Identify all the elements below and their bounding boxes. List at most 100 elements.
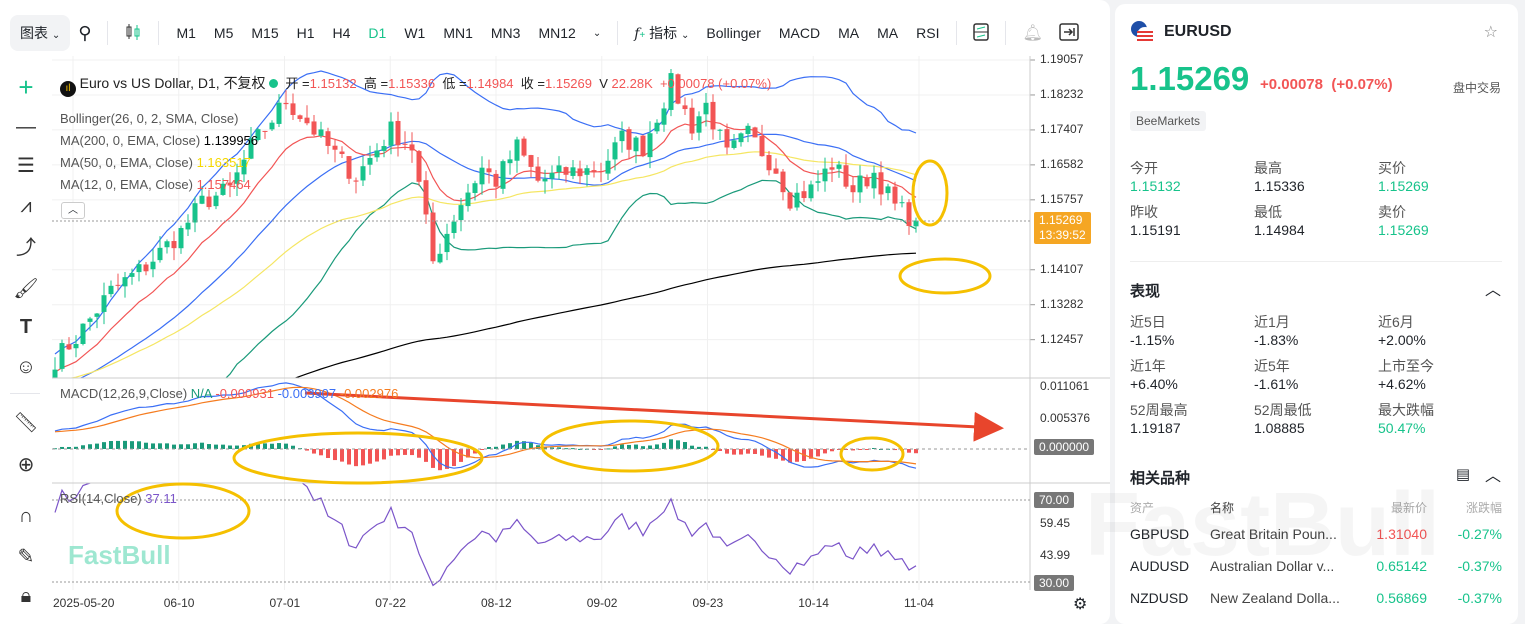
annotation-arrow[interactable] bbox=[304, 391, 1004, 442]
candle-body bbox=[500, 161, 506, 189]
macd-legend[interactable]: MACD(12,26,9,Close) N/A -0.000931 -0.003… bbox=[60, 386, 398, 401]
pattern-tool[interactable]: ⩘ bbox=[12, 192, 40, 220]
magnet-tool[interactable]: ∩ bbox=[12, 502, 40, 530]
line-tool[interactable]: — bbox=[12, 113, 40, 141]
lock-tool[interactable]: 🔒︎ bbox=[12, 582, 40, 610]
timeframe-m15[interactable]: M15 bbox=[251, 25, 279, 41]
candle-body bbox=[906, 202, 912, 226]
related-row[interactable]: NZDUSD New Zealand Dolla... 0.56869 -0.37% bbox=[1130, 582, 1502, 614]
chart-settings-button[interactable]: ⚙ bbox=[1073, 594, 1087, 614]
volume-label: V bbox=[599, 76, 608, 91]
macd-histogram-bar bbox=[396, 449, 400, 456]
annotation-ellipse[interactable] bbox=[898, 257, 992, 295]
layout-button[interactable] bbox=[965, 22, 997, 44]
timeframe-mn12[interactable]: MN12 bbox=[538, 25, 576, 41]
rsi-legend[interactable]: RSI(14,Close) 37.11 bbox=[60, 491, 177, 506]
stat-value: 1.15269 bbox=[1378, 222, 1429, 238]
chart-type-menu[interactable]: 图表 ⌄ bbox=[10, 15, 71, 51]
alert-button[interactable]: 🔔︎ bbox=[1014, 23, 1050, 43]
macd-histogram-bar bbox=[172, 444, 176, 449]
candle-body bbox=[220, 183, 226, 195]
macd-histogram-bar bbox=[88, 444, 92, 449]
candle-body bbox=[451, 221, 457, 234]
related-column-header: 资产 bbox=[1130, 500, 1155, 515]
related-column-header: 最新价 bbox=[1390, 500, 1427, 515]
ma12-value: 1.157464 bbox=[196, 177, 251, 192]
macd-histogram-bar bbox=[781, 449, 785, 461]
timeframe-h4[interactable]: H4 bbox=[332, 25, 351, 41]
forecast-tool[interactable]: ⤴ bbox=[12, 231, 40, 259]
horizontal-line-icon: — bbox=[16, 115, 36, 138]
timeframe-m1[interactable]: M1 bbox=[176, 25, 196, 41]
ma50-legend[interactable]: MA(50, 0, EMA, Close) 1.163517 bbox=[60, 155, 251, 170]
collapse-performance-button[interactable]: ︿ bbox=[1485, 276, 1501, 300]
timeframe-m5[interactable]: M5 bbox=[213, 25, 234, 41]
rsi-30-badge: 30.00 bbox=[1034, 575, 1075, 591]
indicator-bollinger[interactable]: Bollinger bbox=[706, 25, 761, 41]
candle-body bbox=[276, 102, 282, 124]
drawing-annotations[interactable] bbox=[115, 159, 992, 540]
annotation-ellipse[interactable] bbox=[839, 436, 905, 472]
price-chart[interactable] bbox=[0, 0, 1110, 624]
ma200-legend[interactable]: MA(200, 0, EMA, Close) 1.139956 bbox=[60, 133, 258, 148]
indicator-rsi[interactable]: RSI bbox=[916, 25, 940, 41]
macd-histogram-bar bbox=[67, 446, 71, 449]
macd-histogram-bar bbox=[130, 441, 134, 449]
indicator-macd[interactable]: MACD bbox=[778, 25, 821, 41]
bollinger-legend[interactable]: Bollinger(26, 0, 2, SMA, Close) bbox=[60, 111, 238, 126]
emoji-tool[interactable]: ☺ bbox=[12, 353, 40, 381]
candle-style-button[interactable] bbox=[116, 22, 150, 45]
indicator-ma[interactable]: MA bbox=[877, 25, 899, 41]
performance-value: 1.08885 bbox=[1254, 420, 1305, 436]
related-list-button[interactable]: ▤ bbox=[1456, 465, 1470, 483]
price-change: +0.00078 bbox=[1260, 76, 1323, 93]
candle-body bbox=[619, 130, 625, 142]
favorite-button[interactable]: ☆ bbox=[1484, 22, 1498, 42]
timeframe-mn1[interactable]: MN1 bbox=[443, 25, 473, 41]
gear-icon: ⚙ bbox=[1073, 596, 1088, 613]
candle-body bbox=[402, 143, 408, 145]
low-value: 1.14984 bbox=[466, 76, 514, 91]
annotation-ellipse[interactable] bbox=[540, 419, 720, 473]
lock-icon: 🔒︎ bbox=[20, 584, 32, 607]
annotation-ellipse[interactable] bbox=[232, 431, 484, 485]
timeframe-h1[interactable]: H1 bbox=[296, 25, 315, 41]
candle-body bbox=[808, 184, 814, 199]
text-tool[interactable]: T bbox=[12, 313, 40, 341]
brush-tool[interactable]: 🖌︎ bbox=[12, 274, 40, 302]
fib-tool[interactable]: ☰ bbox=[12, 151, 40, 179]
broker-tag[interactable]: BeeMarkets bbox=[1130, 111, 1207, 131]
annotation-ellipse[interactable] bbox=[115, 482, 251, 540]
timeframe-w1[interactable]: W1 bbox=[404, 25, 426, 41]
ma12-legend[interactable]: MA(12, 0, EMA, Close) 1.157464 bbox=[60, 177, 251, 192]
collapse-related-button[interactable]: ︿ bbox=[1485, 462, 1501, 486]
related-row[interactable]: AUDUSD Australian Dollar v... 0.65142 -0.37… bbox=[1130, 550, 1502, 582]
candle-body bbox=[269, 122, 275, 130]
crosshair-tool[interactable]: + bbox=[12, 71, 40, 102]
timeframe-d1[interactable]: D1 bbox=[368, 25, 387, 41]
annotation-ellipse[interactable] bbox=[911, 159, 949, 227]
collapse-legend-button[interactable]: ︿ bbox=[61, 202, 85, 219]
indicator-ma[interactable]: MA bbox=[838, 25, 860, 41]
macd-histogram-bar bbox=[424, 449, 428, 462]
macd-histogram-bar bbox=[893, 449, 897, 451]
lock-drawing-tool[interactable]: ✎ bbox=[12, 542, 40, 570]
candle-body bbox=[836, 164, 842, 169]
plus-icon: + bbox=[18, 71, 34, 102]
candle-body bbox=[801, 191, 807, 199]
ma200-value: 1.139956 bbox=[203, 133, 259, 148]
candle-body bbox=[416, 151, 422, 182]
timeframe-mn3[interactable]: MN3 bbox=[490, 25, 521, 41]
macd-histogram-bar bbox=[277, 443, 281, 449]
rsi-axis-tick: 59.45 bbox=[1040, 516, 1071, 530]
candle-body bbox=[318, 129, 324, 136]
stat-item: 买价 1.15269 bbox=[1378, 158, 1502, 194]
exit-fullscreen-button[interactable] bbox=[1051, 22, 1087, 44]
search-button[interactable]: ⚲ bbox=[70, 23, 99, 44]
more-timeframes-button[interactable]: ⌄ bbox=[592, 27, 602, 39]
indicators-button[interactable]: f+ 指标 ⌄ bbox=[634, 25, 690, 42]
measure-tool[interactable]: 📏︎ bbox=[12, 408, 40, 436]
zoom-tool[interactable]: ⊕ bbox=[12, 450, 40, 478]
candle-body bbox=[689, 107, 695, 134]
related-row[interactable]: GBPUSD Great Britain Poun... 1.31040 -0.27% bbox=[1130, 518, 1502, 550]
